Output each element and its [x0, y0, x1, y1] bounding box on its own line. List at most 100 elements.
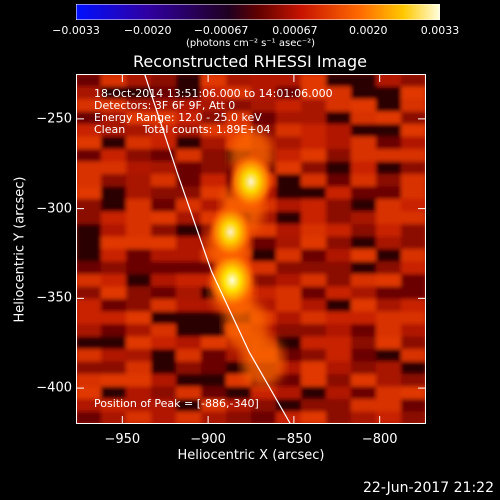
noise-cell [126, 361, 151, 374]
noise-cell [376, 286, 401, 299]
noise-cell [176, 286, 201, 299]
noise-cell [76, 299, 101, 312]
noise-cell [151, 386, 176, 399]
noise-cell [401, 261, 426, 274]
noise-cell [301, 161, 326, 174]
noise-cell [101, 74, 126, 87]
annotation-clean: Clean Total counts: 1.89E+04 [94, 123, 271, 136]
noise-cell [401, 99, 426, 112]
noise-cell [351, 174, 376, 187]
noise-cell [126, 261, 151, 274]
noise-cell [351, 261, 376, 274]
noise-cell [401, 399, 426, 412]
noise-cell [76, 311, 101, 324]
noise-cell [276, 399, 301, 412]
noise-cell [376, 374, 401, 387]
noise-cell [101, 99, 126, 112]
noise-cell [376, 349, 401, 362]
noise-cell [351, 249, 376, 262]
noise-cell [176, 99, 201, 112]
noise-cell [151, 349, 176, 362]
noise-cell [151, 274, 176, 287]
y-tick-label: −300 [36, 201, 72, 217]
colorbar-tick-label: 0.0020 [349, 24, 388, 37]
noise-cell [176, 349, 201, 362]
noise-cell [101, 111, 126, 124]
noise-cell [226, 411, 251, 424]
noise-cell [76, 224, 101, 237]
noise-cell [151, 224, 176, 237]
noise-cell [351, 199, 376, 212]
noise-cell [151, 136, 176, 149]
noise-cell [326, 136, 351, 149]
noise-cell [351, 149, 376, 162]
noise-cell [326, 199, 351, 212]
noise-cell [151, 174, 176, 187]
noise-cell [351, 74, 376, 87]
axis-ticks [76, 74, 426, 424]
noise-cell [176, 411, 201, 424]
noise-cell [376, 124, 401, 137]
noise-cell [351, 374, 376, 387]
noise-cell [151, 311, 176, 324]
noise-cell [276, 299, 301, 312]
x-axis-label: Heliocentric X (arcsec) [177, 448, 325, 463]
noise-cell [151, 74, 176, 87]
noise-cell [101, 249, 126, 262]
noise-cell [176, 311, 201, 324]
noise-cell [251, 99, 276, 112]
noise-cell [76, 286, 101, 299]
noise-cell [101, 261, 126, 274]
noise-cell [201, 411, 226, 424]
noise-cell [276, 386, 301, 399]
noise-cell [301, 261, 326, 274]
noise-cell [376, 86, 401, 99]
noise-cell [376, 211, 401, 224]
noise-cell [151, 161, 176, 174]
noise-cell [301, 149, 326, 162]
noise-cell [326, 124, 351, 137]
noise-cell [301, 411, 326, 424]
noise-cell [201, 111, 226, 124]
noise-cell [401, 411, 426, 424]
noise-cell [151, 99, 176, 112]
noise-cell [151, 249, 176, 262]
x-tick-label: −800 [361, 432, 398, 447]
noise-cell [251, 111, 276, 124]
noise-cell [126, 211, 151, 224]
y-tick-label: −250 [36, 111, 72, 127]
noise-cell [126, 249, 151, 262]
noise-cell [226, 74, 251, 87]
noise-cell [126, 386, 151, 399]
noise-cell [276, 186, 301, 199]
noise-cell [126, 349, 151, 362]
noise-cell [251, 249, 276, 262]
noise-cell [326, 224, 351, 237]
noise-cell [251, 386, 276, 399]
noise-cell [176, 336, 201, 349]
noise-cell [326, 324, 351, 337]
noise-cell [301, 199, 326, 212]
noise-cell [351, 111, 376, 124]
noise-cell [201, 374, 226, 387]
noise-cell [201, 324, 226, 337]
plot-area [76, 74, 426, 424]
noise-cell [401, 299, 426, 312]
noise-cell [351, 386, 376, 399]
noise-cell [101, 124, 126, 137]
noise-cell [251, 411, 276, 424]
noise-cell [326, 386, 351, 399]
noise-cell [301, 311, 326, 324]
noise-cell [226, 111, 251, 124]
noise-cell [276, 136, 301, 149]
noise-cell [76, 386, 101, 399]
noise-cell [101, 136, 126, 149]
noise-cell [376, 261, 401, 274]
noise-cell [126, 336, 151, 349]
noise-cell [301, 111, 326, 124]
noise-cell [76, 174, 101, 187]
noise-cell [276, 211, 301, 224]
noise-cell [276, 74, 301, 87]
footer-date: 22-Jun-2017 21:22 [363, 480, 494, 496]
noise-cell [76, 261, 101, 274]
